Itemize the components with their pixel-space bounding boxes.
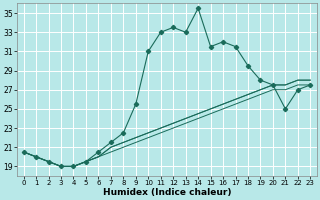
X-axis label: Humidex (Indice chaleur): Humidex (Indice chaleur) [103,188,231,197]
